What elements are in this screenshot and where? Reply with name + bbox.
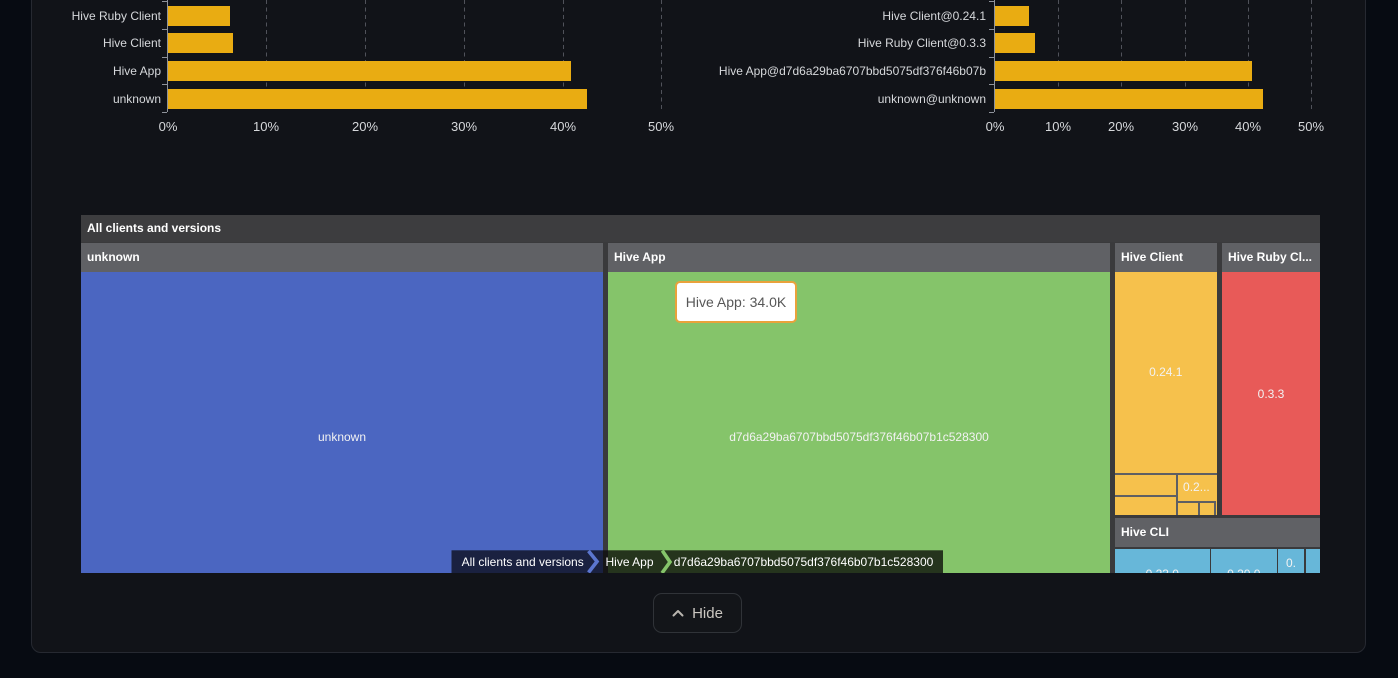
svg-text:Hive App: Hive App [605, 555, 653, 569]
svg-text:All clients and versions: All clients and versions [462, 555, 584, 569]
svg-text:d7d6a29ba6707bbd5075df376f46b0: d7d6a29ba6707bbd5075df376f46b07b1c528300 [674, 555, 934, 569]
